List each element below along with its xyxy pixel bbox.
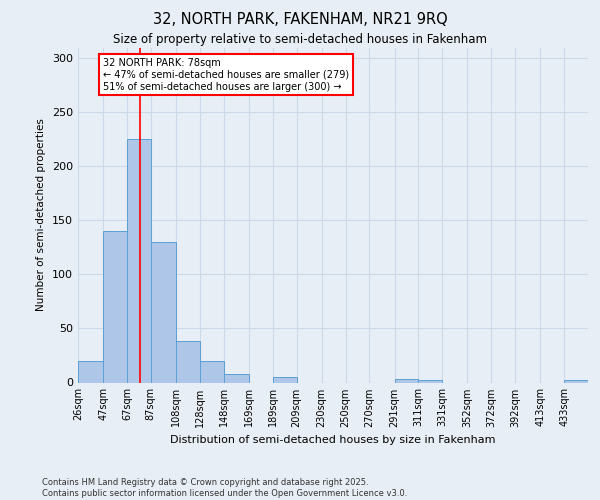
Bar bbox=[103, 231, 127, 382]
Bar bbox=[127, 140, 151, 382]
Bar bbox=[395, 380, 418, 382]
Text: Contains HM Land Registry data © Crown copyright and database right 2025.
Contai: Contains HM Land Registry data © Crown c… bbox=[42, 478, 407, 498]
Bar bbox=[224, 374, 249, 382]
Bar bbox=[272, 377, 296, 382]
Bar bbox=[200, 361, 224, 382]
Bar bbox=[78, 361, 103, 382]
Text: 32 NORTH PARK: 78sqm
← 47% of semi-detached houses are smaller (279)
51% of semi: 32 NORTH PARK: 78sqm ← 47% of semi-detac… bbox=[103, 58, 349, 92]
Text: 32, NORTH PARK, FAKENHAM, NR21 9RQ: 32, NORTH PARK, FAKENHAM, NR21 9RQ bbox=[152, 12, 448, 28]
Bar bbox=[151, 242, 176, 382]
Text: Size of property relative to semi-detached houses in Fakenham: Size of property relative to semi-detach… bbox=[113, 32, 487, 46]
Bar bbox=[564, 380, 588, 382]
Bar bbox=[418, 380, 442, 382]
Bar bbox=[176, 342, 200, 382]
X-axis label: Distribution of semi-detached houses by size in Fakenham: Distribution of semi-detached houses by … bbox=[170, 435, 496, 445]
Y-axis label: Number of semi-detached properties: Number of semi-detached properties bbox=[37, 118, 46, 312]
